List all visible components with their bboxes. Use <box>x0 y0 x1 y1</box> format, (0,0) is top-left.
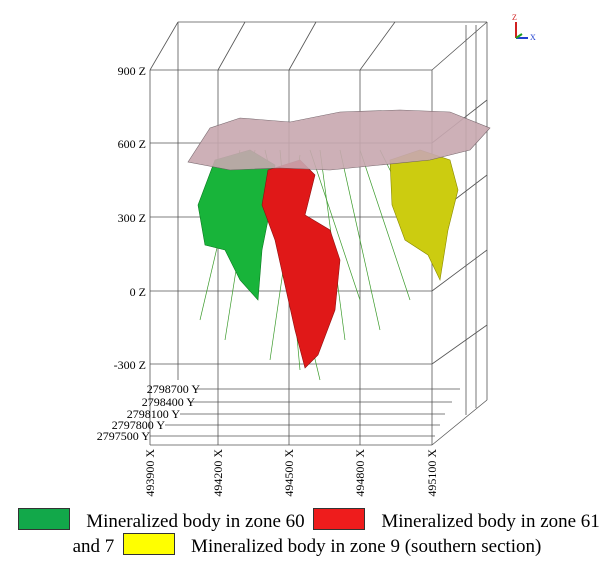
z-label: 300 Z <box>118 211 146 225</box>
x-label: 495100 X <box>425 449 439 497</box>
x-label: 494800 X <box>353 449 367 497</box>
legend-swatch <box>18 508 70 530</box>
x-label: 493900 X <box>143 449 157 497</box>
legend-label: Mineralized body in zone 9 (southern sec… <box>191 536 541 557</box>
zone-60-body <box>198 150 275 300</box>
legend-swatch <box>313 508 365 530</box>
z-label: -300 Z <box>114 358 146 372</box>
y-label: 2798700 Y <box>147 382 201 396</box>
z-label: 600 Z <box>118 137 146 151</box>
z-label: 0 Z <box>130 285 146 299</box>
x-label: 494500 X <box>282 449 296 497</box>
triad-x: X <box>530 33 536 42</box>
legend-label: Mineralized body in zone 60 <box>86 511 304 532</box>
legend: Mineralized body in zone 60 Mineralized … <box>4 508 610 558</box>
x-label: 494200 X <box>211 449 225 497</box>
y-label: 2797500 Y <box>97 429 151 443</box>
zone-9-body <box>390 150 458 280</box>
z-label: 900 Z <box>118 64 146 78</box>
legend-swatch <box>123 533 175 555</box>
orientation-triad: Z X <box>512 13 536 42</box>
model-view: 900 Z 600 Z 300 Z 0 Z -300 Z 2798700 Y 2… <box>0 0 614 505</box>
page: 900 Z 600 Z 300 Z 0 Z -300 Z 2798700 Y 2… <box>0 0 614 588</box>
triad-z: Z <box>512 13 517 22</box>
